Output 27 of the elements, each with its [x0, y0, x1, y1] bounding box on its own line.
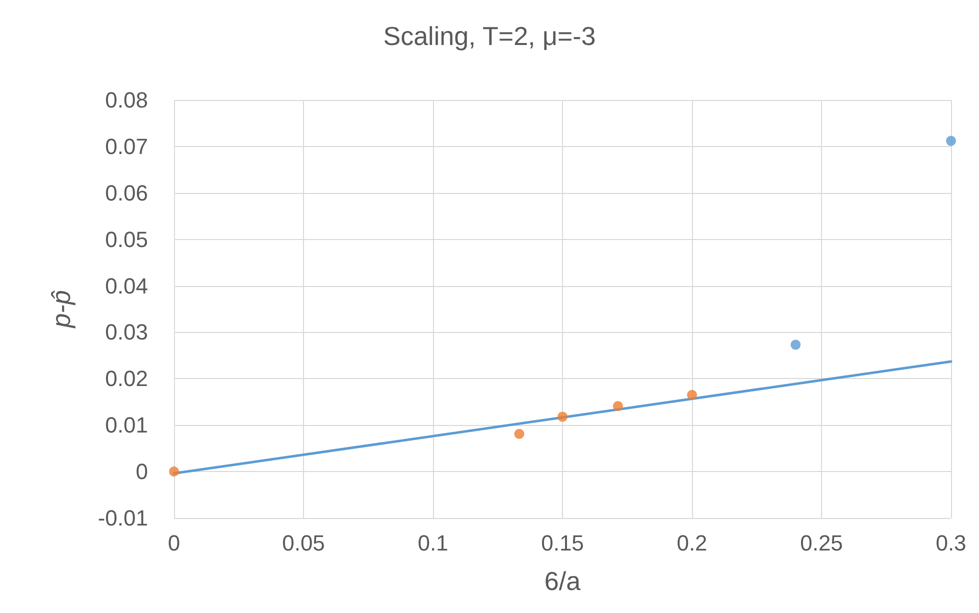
point [514, 428, 524, 439]
x-tick-label: 0.1 [418, 530, 448, 556]
y-tick-label: 0.06 [105, 180, 148, 206]
x-tick-label: 0.3 [936, 530, 966, 556]
x-tick-label: 0.2 [676, 530, 708, 556]
y-tick-label: 0.01 [105, 412, 148, 438]
point [169, 466, 179, 477]
point [612, 401, 623, 412]
point [687, 390, 697, 400]
point [946, 136, 956, 146]
y-tick-label: 0.03 [105, 320, 148, 345]
x-tick-label: 0 [168, 530, 180, 556]
x-tick-label: 0.25 [800, 530, 843, 556]
y-tick-label: 0.05 [105, 226, 148, 252]
y-tick-label: 0 [136, 459, 148, 484]
point [558, 412, 568, 422]
y-tick-label: 0.08 [105, 88, 148, 112]
y-tick-label: -0.01 [98, 506, 148, 530]
y-tick-label: 0.02 [105, 366, 148, 392]
x-tick-label: 0.15 [541, 530, 584, 556]
y-tick-label: 0.04 [105, 273, 148, 298]
y-axis-title: p-p̂ [46, 290, 76, 329]
point [790, 340, 801, 350]
x-axis-title: 6/a [544, 566, 582, 596]
x-tick-label: 0.05 [282, 530, 325, 556]
chart-title: Scaling, T=2, μ=-3 [383, 21, 596, 51]
y-tick-label: 0.07 [105, 134, 148, 159]
